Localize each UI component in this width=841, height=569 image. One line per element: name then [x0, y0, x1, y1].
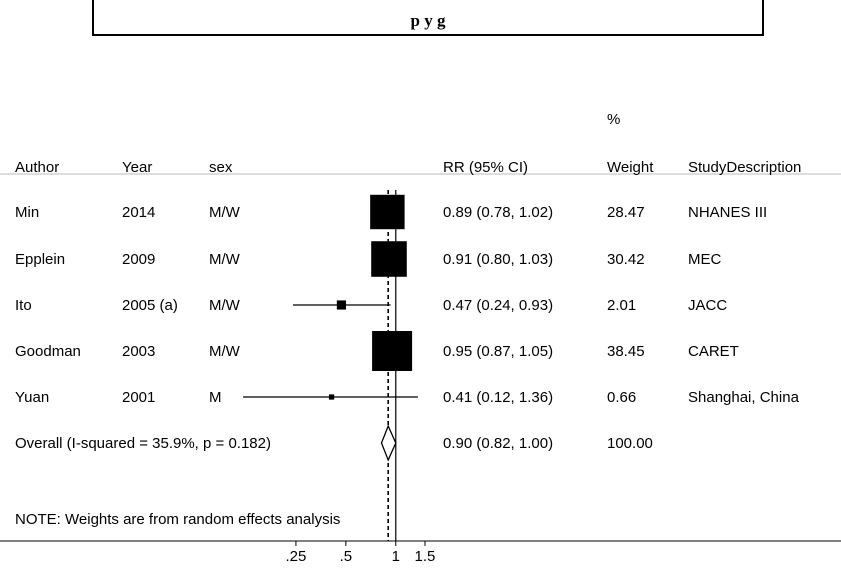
x-axis-tick-label: .5 — [340, 548, 353, 565]
study-weight: 0.66 — [607, 389, 636, 406]
study-year: 2005 (a) — [122, 297, 178, 314]
overall-label: Overall (I-squared = 35.9%, p = 0.182) — [15, 435, 271, 452]
study-sex: M/W — [209, 297, 241, 314]
study-description: MEC — [688, 251, 722, 268]
study-weight-box — [372, 331, 413, 371]
header-weight-percent: % — [607, 111, 620, 128]
study-description: JACC — [688, 297, 727, 314]
study-weight: 38.45 — [607, 343, 645, 360]
study-sex: M/W — [209, 204, 241, 221]
study-rr-ci: 0.41 (0.12, 1.36) — [443, 389, 553, 406]
study-description: Shanghai, China — [688, 389, 800, 406]
study-weight-box — [371, 241, 407, 277]
study-sex: M/W — [209, 251, 241, 268]
study-rr-ci: 0.47 (0.24, 0.93) — [443, 297, 553, 314]
header-author: Author — [15, 159, 59, 176]
study-author: Min — [15, 204, 39, 221]
study-weight: 30.42 — [607, 251, 645, 268]
text-layer: % Author Year sex RR (95% CI) Weight StudyDesc… — [0, 111, 841, 565]
x-axis-tick-label: .25 — [286, 548, 307, 565]
study-rr-ci: 0.89 (0.78, 1.02) — [443, 204, 553, 221]
study-year: 2014 — [122, 204, 155, 221]
study-description: NHANES III — [688, 204, 767, 221]
weights-note: NOTE: Weights are from random effects an… — [15, 511, 340, 528]
chart-title-fragment: p y g — [410, 11, 446, 30]
study-sex: M/W — [209, 343, 241, 360]
study-author: Goodman — [15, 343, 81, 360]
study-weight-box — [328, 394, 335, 400]
overall-diamond — [380, 424, 397, 462]
study-weight-box — [336, 300, 346, 310]
study-weight: 2.01 — [607, 297, 636, 314]
x-axis-tick-label: 1 — [392, 548, 400, 565]
header-weight: Weight — [607, 159, 654, 176]
study-description: CARET — [688, 343, 739, 360]
study-rr-ci: 0.95 (0.87, 1.05) — [443, 343, 553, 360]
marks-layer — [0, 190, 841, 546]
study-year: 2009 — [122, 251, 155, 268]
header-sex: sex — [209, 159, 233, 176]
header-rr-ci: RR (95% CI) — [443, 159, 528, 176]
study-year: 2003 — [122, 343, 155, 360]
overall-rr-ci: 0.90 (0.82, 1.00) — [443, 435, 553, 452]
overall-weight: 100.00 — [607, 435, 653, 452]
study-author: Epplein — [15, 251, 65, 268]
x-axis-tick-label: 1.5 — [415, 548, 436, 565]
study-author: Yuan — [15, 389, 49, 406]
header-year: Year — [122, 159, 152, 176]
study-weight-box — [370, 194, 405, 230]
title-box: p y g — [92, 0, 764, 36]
study-weight: 28.47 — [607, 204, 645, 221]
study-author: Ito — [15, 297, 32, 314]
study-year: 2001 — [122, 389, 155, 406]
header-study-description: StudyDescription — [688, 159, 801, 176]
study-sex: M — [209, 389, 222, 406]
study-rr-ci: 0.91 (0.80, 1.03) — [443, 251, 553, 268]
